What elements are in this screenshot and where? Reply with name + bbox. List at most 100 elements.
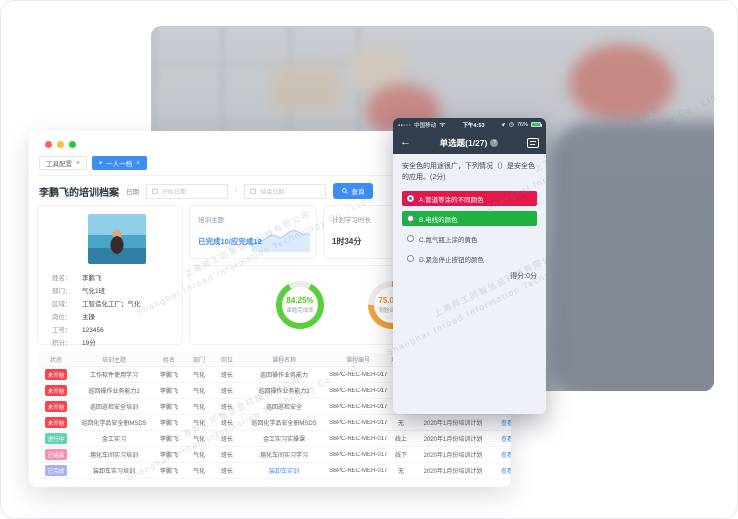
table-cell: 气化: [192, 469, 205, 475]
column-header: 姓名: [162, 358, 175, 364]
minimize-window-icon[interactable]: [57, 141, 64, 148]
training-topic-value: 已完成10/应完成12: [198, 237, 262, 246]
table-cell: 2020年1月份培训计划: [423, 453, 483, 459]
table-cell: 班长: [220, 373, 233, 379]
radio-icon[interactable]: [407, 215, 414, 222]
tab-tool-config[interactable]: 工具配置 ×: [39, 156, 88, 170]
tab-label: 工具配置: [46, 161, 72, 168]
table-row[interactable]: 未开始 巡回操作业务能力2 李鹏飞 气化 班长 巡回操作业务能力2 SBPC-REC-MEH…: [37, 383, 511, 399]
action-link[interactable]: 查看: [500, 421, 511, 427]
worker-helmet-icon: [569, 44, 674, 122]
options-list: A.管道等涂的不同颜色 B.电线的颜色 C.氮气瓶上涂的黄色 D.紧急停止按钮的颜色: [402, 191, 537, 266]
profile-field-row: 区域： 工智造化工厂；气化: [52, 298, 182, 311]
table-row[interactable]: 进行中 金工实习 李鹏飞 气化 班长 金工实习实操课 SBPC-REC-MEH-017 线上 2…: [37, 431, 511, 447]
donut-hole: [282, 287, 318, 323]
table-cell: SBPC-REC-MEH-017: [329, 467, 388, 474]
radio-icon[interactable]: [407, 235, 414, 242]
table-cell: 气化: [192, 389, 205, 395]
table-cell: 熔化车间实习学习: [259, 453, 308, 459]
help-icon[interactable]: ?: [490, 138, 499, 147]
table-cell: 巡回操作业务能力2: [258, 389, 310, 395]
close-window-icon[interactable]: [45, 141, 52, 148]
end-date-input[interactable]: 结束日期: [244, 183, 327, 199]
table-cell: 工作软件使用学习: [89, 373, 138, 379]
table-row[interactable]: 未开始 工作软件使用学习 李鹏飞 气化 班长 巡回操作业务能力 SBPC-REC-MEH-0…: [37, 367, 511, 383]
profile-field-value: 李鹏飞: [82, 275, 102, 282]
option-text: D.紧急停止按钮的颜色: [419, 256, 484, 264]
tab-one-person-one-file[interactable]: ● 一人一档 ×: [92, 156, 148, 170]
start-date-input[interactable]: 开始日期: [146, 183, 228, 199]
answer-sheet-icon[interactable]: [527, 137, 539, 148]
table-cell: 线上: [394, 437, 407, 443]
table-cell: 班长: [220, 405, 233, 411]
table-cell: SBPC-REC-MEH-017: [329, 451, 388, 458]
profile-field-row: 工号： 123456: [52, 324, 182, 337]
status-cell: 未开始: [37, 401, 75, 412]
tab-close-icon[interactable]: ×: [136, 159, 141, 167]
radio-icon[interactable]: [407, 195, 414, 202]
status-cell: 进行中: [37, 433, 75, 444]
quiz-body: 安全色的用途很广，下列情况（）是安全色的应用。(2分) A.管道等涂的不同颜色 B…: [393, 154, 546, 414]
table-cell: 气化: [192, 453, 205, 459]
status-badge: 未开始: [44, 401, 68, 412]
status-badge: 进行中: [44, 433, 68, 444]
profile-field-value: 工智造化工厂；气化: [82, 301, 141, 308]
table-cell: 无: [397, 469, 404, 475]
profile-field-value: 123456: [82, 327, 104, 334]
profile-field-label: 部门：: [52, 288, 72, 295]
back-arrow-icon[interactable]: ←: [400, 136, 411, 148]
profile-field-row: 积分： 19分: [52, 337, 182, 350]
battery-icon: [531, 122, 542, 127]
table-cell: 巡回巡检安全培训: [89, 405, 138, 411]
action-link[interactable]: 查看: [500, 469, 511, 475]
profile-field-value: 主操: [82, 314, 95, 321]
table-row[interactable]: 已完成 装卸车实习培训 李鹏飞 气化 班长 装卸车实训 SBPC-REC-MEH-017 无 2…: [37, 463, 511, 479]
status-badge: 未开始: [44, 369, 68, 380]
quiz-option[interactable]: B.电线的颜色: [402, 211, 537, 226]
profile-field-label: 区域：: [52, 301, 72, 308]
end-date-placeholder: 结束日期: [260, 189, 285, 196]
status-cell: 未开始: [37, 369, 75, 380]
quiz-option[interactable]: A.管道等涂的不同颜色: [402, 191, 537, 206]
action-link[interactable]: 查看: [500, 453, 511, 459]
profile-field-label: 积分：: [52, 340, 72, 347]
action-link[interactable]: 查看: [500, 437, 511, 443]
table-cell: 气化: [192, 373, 205, 379]
table-cell: 熔化车间实习培训: [89, 453, 138, 459]
table-cell[interactable]: 装卸车实训: [268, 469, 299, 475]
table-cell: 金工实习实操课: [262, 437, 305, 443]
search-icon: [342, 188, 349, 194]
table-row[interactable]: 未开始 巡回巡检安全培训 李鹏飞 气化 班长 巡回巡检安全 SBPC-REC-MEH-017: [37, 399, 511, 415]
table-cell: 巡回化学品安全册MSDS: [251, 421, 317, 427]
avatar: [88, 214, 146, 264]
column-header: 状态: [49, 358, 62, 364]
table-cell: 班长: [220, 437, 233, 443]
quiz-option[interactable]: C.氮气瓶上涂的黄色: [402, 231, 537, 246]
table-row[interactable]: 已结束 熔化车间实习培训 李鹏飞 气化 班长 熔化车间实习学习 SBPC-REC-MEH-0…: [37, 447, 511, 463]
table-cell: SBPC-REC-MEH-017: [329, 435, 388, 442]
table-row[interactable]: 未开始 巡回化学品安全册MSDS 李鹏飞 气化 班长 巡回化学品安全册MSDS SBPC-R…: [37, 415, 511, 431]
status-badge: 未开始: [44, 417, 68, 428]
quiz-option[interactable]: D.紧急停止按钮的颜色: [402, 251, 537, 266]
table-cell: 李鹏飞: [159, 405, 178, 411]
phone-overlay: ●●○○○ 中国移动 下午4:53 76% ← 单选题(1/27) ? 安全色的…: [393, 118, 546, 414]
table-cell: 气化: [192, 437, 205, 443]
title-filter-row: 李鹏飞的培训档案 日期 开始日期 - 结束日期 查询: [39, 183, 511, 199]
profile-field-value: 气化1班: [82, 288, 106, 295]
status-cell: 已结束: [37, 449, 75, 460]
table-cell: 2020年1月份培训计划: [423, 437, 483, 443]
table-cell: 李鹏飞: [159, 421, 178, 427]
table-cell: 李鹏飞: [159, 437, 178, 443]
tab-close-icon[interactable]: ×: [76, 159, 81, 167]
planned-study-time-label: 计划学习时长: [332, 217, 371, 224]
question-text: 安全色的用途很广，下列情况（）是安全色的应用。(2分): [402, 163, 535, 181]
maximize-window-icon[interactable]: [69, 141, 76, 148]
status-badge: 未开始: [44, 385, 68, 396]
phone-status-bar: ●●○○○ 中国移动 下午4:53 76%: [393, 118, 546, 131]
table-cell: 李鹏飞: [159, 469, 178, 475]
status-badge: 已完成: [44, 465, 68, 476]
radio-icon[interactable]: [407, 255, 414, 262]
search-button[interactable]: 查询: [333, 183, 374, 199]
date-separator: -: [235, 187, 238, 195]
